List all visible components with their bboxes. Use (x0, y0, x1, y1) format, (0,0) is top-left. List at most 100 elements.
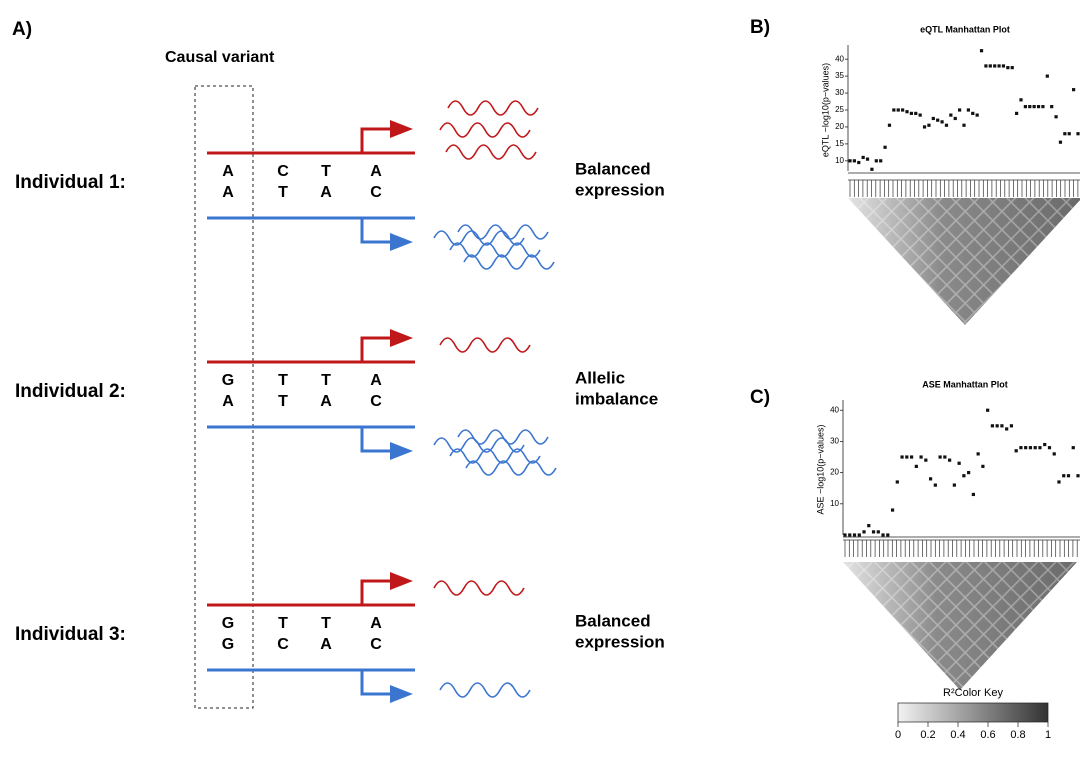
data-point (996, 424, 999, 427)
data-point (1029, 446, 1032, 449)
data-point (910, 455, 913, 458)
tss-arrow (362, 129, 392, 153)
data-point (1019, 98, 1022, 101)
nucleotide: C (370, 393, 382, 410)
data-point (1050, 105, 1053, 108)
data-point (883, 146, 886, 149)
data-point (986, 409, 989, 412)
data-point (972, 493, 975, 496)
outcome-text: expression (575, 632, 665, 651)
data-point (877, 530, 880, 533)
data-point (862, 156, 865, 159)
transcript (440, 683, 530, 697)
key-tick-label: 0.6 (980, 729, 995, 741)
data-point (936, 119, 939, 122)
data-point (924, 459, 927, 462)
nucleotide: A (370, 372, 382, 389)
data-point (1046, 75, 1049, 78)
data-point (1024, 446, 1027, 449)
nucleotide: T (278, 372, 288, 389)
tss-arrow (362, 427, 392, 451)
data-point (984, 64, 987, 67)
data-point (1072, 446, 1075, 449)
panel-label: C) (750, 387, 770, 408)
data-point (927, 124, 930, 127)
transcript (448, 101, 538, 115)
data-point (943, 455, 946, 458)
data-point (886, 533, 889, 536)
data-point (971, 112, 974, 115)
data-point (888, 124, 891, 127)
y-tick-label: 30 (835, 88, 844, 97)
arrow-head (390, 233, 413, 251)
y-tick-label: 25 (835, 105, 844, 114)
data-point (1063, 132, 1066, 135)
data-point (1006, 66, 1009, 69)
data-point (940, 120, 943, 123)
data-point (1011, 66, 1014, 69)
data-point (875, 159, 878, 162)
data-point (1067, 474, 1070, 477)
data-point (980, 49, 983, 52)
data-point (892, 108, 895, 111)
y-tick-label: 10 (835, 156, 844, 165)
individual-label: Individual 2: (15, 381, 126, 402)
nucleotide: A (222, 184, 234, 201)
tss-arrow (362, 338, 392, 362)
data-point (1033, 105, 1036, 108)
data-point (1057, 480, 1060, 483)
data-point (967, 471, 970, 474)
data-point (958, 108, 961, 111)
data-point (897, 108, 900, 111)
nucleotide: T (278, 393, 288, 410)
data-point (1019, 446, 1022, 449)
transcript (440, 123, 530, 137)
data-point (1034, 446, 1037, 449)
data-point (1010, 424, 1013, 427)
data-point (1015, 449, 1018, 452)
tss-arrow (362, 670, 392, 694)
data-point (867, 524, 870, 527)
nucleotide: A (222, 393, 234, 410)
data-point (1041, 105, 1044, 108)
y-tick-label: 10 (830, 499, 839, 508)
transcript (434, 231, 524, 245)
data-point (862, 530, 865, 533)
data-point (905, 455, 908, 458)
y-tick-label: 30 (830, 437, 839, 446)
tss-arrow (362, 581, 392, 605)
nucleotide: C (277, 163, 289, 180)
data-point (1062, 474, 1065, 477)
data-point (915, 465, 918, 468)
nucleotide: A (320, 393, 332, 410)
tss-arrow (362, 218, 392, 242)
data-point (1072, 88, 1075, 91)
data-point (866, 158, 869, 161)
data-point (1024, 105, 1027, 108)
y-tick-label: 15 (835, 139, 844, 148)
data-point (958, 462, 961, 465)
nucleotide: G (222, 372, 234, 389)
data-point (1002, 64, 1005, 67)
data-point (939, 455, 942, 458)
key-tick-label: 0.8 (1010, 729, 1025, 741)
chart-title: ASE Manhattan Plot (922, 379, 1008, 389)
transcript (434, 581, 524, 595)
data-point (843, 533, 846, 536)
data-point (1043, 443, 1046, 446)
data-point (857, 161, 860, 164)
arrow-head (390, 120, 413, 138)
data-point (1028, 105, 1031, 108)
panel-label: A) (12, 19, 32, 40)
y-tick-label: 40 (830, 405, 839, 414)
transcript (450, 449, 540, 463)
data-point (981, 465, 984, 468)
transcript (458, 430, 548, 444)
causal-label: Causal variant (165, 49, 275, 66)
nucleotide: A (222, 163, 234, 180)
data-point (900, 455, 903, 458)
nucleotide: G (222, 636, 234, 653)
transcript (446, 145, 536, 159)
data-point (967, 108, 970, 111)
nucleotide: A (320, 184, 332, 201)
